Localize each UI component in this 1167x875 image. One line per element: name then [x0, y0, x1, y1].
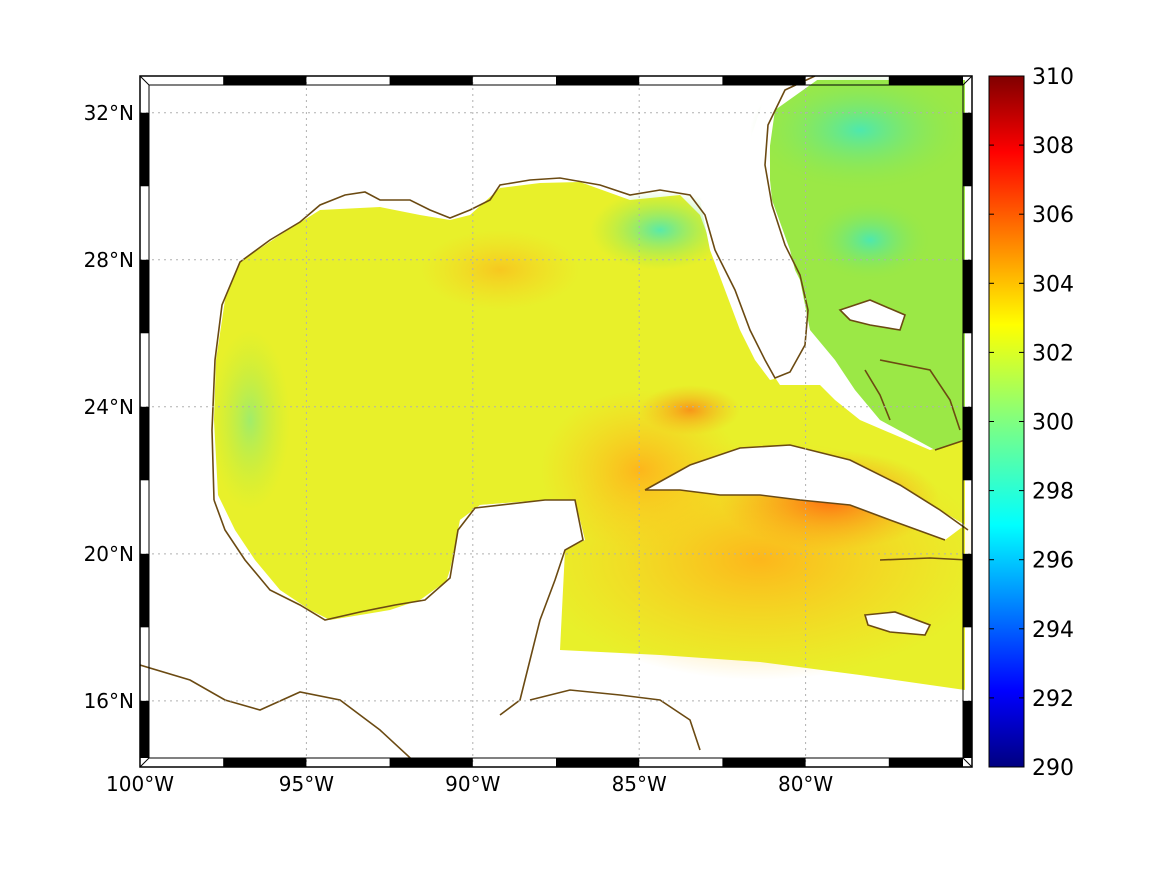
longitude-tick-label: 95°W — [279, 772, 334, 796]
frame-segment — [963, 406, 972, 481]
colorbar-tick-label: 310 — [1032, 65, 1074, 90]
frame-segment — [556, 76, 640, 85]
latitude-labels: 32°N 28°N 24°N 20°N 16°N — [84, 101, 134, 713]
frame-corner — [139, 757, 150, 768]
colorbar-tick-label: 302 — [1032, 341, 1074, 366]
colorbar-tick-label: 292 — [1032, 687, 1074, 712]
frame-segment — [963, 259, 972, 334]
frame-segment — [140, 406, 149, 481]
frame-segment — [888, 76, 963, 85]
land-jamaica — [865, 612, 930, 635]
frame-corner — [962, 757, 973, 768]
frame-corner — [139, 75, 150, 86]
frame-segment — [140, 553, 149, 628]
colorbar-tick-label: 300 — [1032, 411, 1074, 436]
hot-spot-florida-straits — [640, 385, 740, 435]
longitude-tick-label: 80°W — [778, 772, 833, 796]
warm-patch-north-gulf — [420, 230, 580, 310]
cool-patch-west-gulf — [210, 330, 290, 510]
colorbar-tick-label: 294 — [1032, 618, 1074, 643]
frame-segment — [223, 758, 307, 767]
cool-patch-east-gulf — [590, 190, 730, 270]
land-florida — [700, 78, 820, 380]
frame-segment — [963, 700, 972, 758]
colorbar: 290 292 294 296 298 300 302 304 306 308 310 — [988, 65, 1074, 781]
cool-patch-atlantic-south — [810, 200, 930, 280]
map-frame — [139, 75, 973, 768]
latitude-tick-label: 20°N — [84, 542, 134, 566]
frame-segment — [556, 758, 640, 767]
frame-segment — [223, 76, 307, 85]
longitude-labels: 100°W 95°W 90°W 85°W 80°W — [106, 772, 833, 796]
coast-hispaniola — [879, 439, 969, 561]
colorbar-ticks: 290 292 294 296 298 300 302 304 306 308 310 — [989, 65, 1074, 781]
frame-segment — [140, 112, 149, 187]
frame-segment — [722, 758, 806, 767]
longitude-tick-label: 100°W — [106, 772, 174, 796]
colorbar-tick-label: 308 — [1032, 134, 1074, 159]
longitude-tick-label: 90°W — [445, 772, 500, 796]
colorbar-tick-label: 298 — [1032, 480, 1074, 505]
colorbar-tick-label: 304 — [1032, 272, 1074, 297]
frame-segment — [389, 76, 473, 85]
coast-bahamas — [838, 299, 961, 431]
frame-segment — [140, 259, 149, 334]
land-cuba — [645, 445, 965, 540]
coast-jamaica — [863, 611, 932, 636]
colorbar-ramp — [988, 75, 1025, 768]
frame-segment — [963, 553, 972, 628]
land-yucatan — [440, 500, 585, 660]
latitude-tick-label: 16°N — [84, 689, 134, 713]
frame-segment — [140, 700, 149, 758]
colorbar-tick-label: 290 — [1032, 756, 1074, 781]
frame-segment — [389, 758, 473, 767]
coast-us-gulf — [211, 76, 816, 501]
map-panel — [140, 76, 972, 767]
latitude-tick-label: 24°N — [84, 395, 134, 419]
coast-honduras — [529, 689, 701, 751]
latitude-tick-label: 28°N — [84, 248, 134, 272]
frame-segment — [963, 112, 972, 187]
coast-mexico — [213, 499, 584, 716]
grid-lines — [140, 76, 972, 767]
colorbar-tick-label: 296 — [1032, 549, 1074, 574]
frame-segment — [722, 76, 806, 85]
longitude-tick-label: 85°W — [612, 772, 667, 796]
cool-patch-atlantic — [750, 76, 970, 190]
frame-corner — [962, 75, 973, 86]
coast-cuba — [644, 444, 969, 541]
latitude-tick-label: 32°N — [84, 101, 134, 125]
colorbar-tick-label: 306 — [1032, 203, 1074, 228]
land-bahamas — [840, 300, 905, 330]
frame-segment — [888, 758, 963, 767]
